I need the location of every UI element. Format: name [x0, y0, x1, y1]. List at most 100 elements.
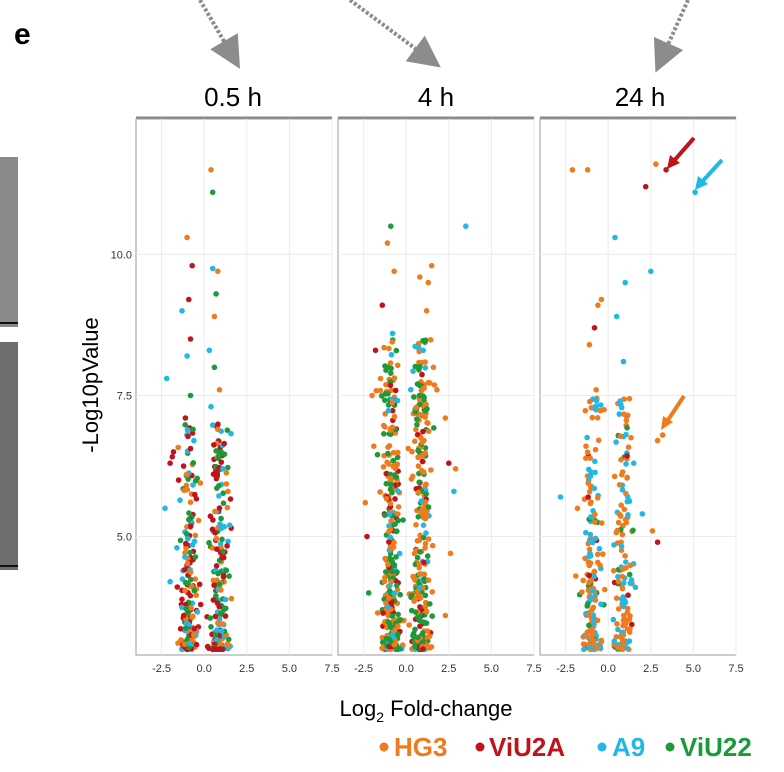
data-point [187, 592, 194, 599]
data-point [380, 610, 386, 616]
data-point [213, 636, 220, 643]
data-point [591, 637, 597, 644]
data-point [382, 574, 388, 581]
data-point [387, 582, 393, 589]
y-axis-ticks: 5.0 7.5 10.0 [111, 249, 132, 543]
data-point [185, 476, 191, 482]
data-point [393, 554, 399, 560]
data-point [186, 510, 192, 516]
data-point [182, 415, 189, 421]
data-point [395, 511, 401, 517]
data-point [208, 624, 214, 630]
data-point [423, 530, 429, 536]
data-point [391, 539, 397, 546]
data-point [415, 514, 422, 520]
data-point [209, 265, 216, 272]
data-point [424, 628, 431, 634]
data-point [410, 632, 416, 639]
data-point [421, 571, 428, 578]
data-point [182, 579, 189, 586]
data-point [615, 626, 621, 633]
y-tick-label: 10.0 [111, 249, 132, 261]
data-point [182, 587, 188, 594]
data-point [225, 538, 231, 545]
data-point [192, 554, 199, 560]
data-point [594, 551, 601, 558]
data-point [442, 415, 449, 421]
data-point [396, 550, 403, 557]
pointer-arrows [198, 0, 690, 73]
data-point [226, 636, 232, 643]
data-point [211, 313, 218, 320]
x-tick-label: 2.5 [441, 663, 456, 675]
data-point [585, 494, 591, 500]
data-point [583, 632, 589, 639]
data-point [616, 411, 623, 417]
data-point [417, 363, 423, 370]
data-point [586, 612, 593, 618]
data-point [613, 595, 620, 601]
data-point [396, 646, 403, 652]
data-point [372, 347, 379, 354]
data-point [421, 412, 428, 419]
data-point [626, 395, 633, 402]
data-point [592, 406, 598, 412]
data-point [218, 525, 225, 531]
data-point [222, 613, 229, 619]
x-axis-label-subscript: 2 [376, 709, 384, 725]
data-point [614, 527, 621, 534]
legend-label-viu22: ViU22 [680, 732, 752, 762]
x-tick-label: 2.5 [239, 663, 254, 675]
data-point [614, 540, 621, 546]
data-point [412, 363, 419, 370]
data-point [648, 268, 654, 275]
data-point [391, 375, 398, 381]
data-point [624, 626, 631, 632]
data-point [425, 279, 432, 286]
data-point [592, 458, 598, 465]
data-point [391, 268, 398, 275]
data-point [213, 593, 219, 599]
data-point [195, 517, 202, 524]
data-point [387, 526, 394, 533]
data-point [194, 475, 200, 482]
data-point [588, 552, 594, 559]
data-point [213, 291, 219, 297]
data-point [423, 620, 430, 626]
data-point [628, 434, 634, 441]
facet-panel: -2.5 0.0 2.5 5.0 7.5 [337, 116, 542, 675]
data-point [422, 445, 429, 451]
x-axis-label-rest: Fold-change [384, 696, 512, 721]
data-point [209, 545, 216, 551]
data-point [622, 516, 629, 523]
data-point [429, 589, 436, 595]
data-point [216, 603, 222, 610]
data-point [379, 302, 386, 309]
data-point [220, 621, 226, 627]
data-point [431, 425, 437, 431]
data-point [179, 596, 185, 603]
data-point [611, 473, 618, 480]
data-point [385, 619, 392, 625]
data-point [588, 514, 594, 520]
data-point [374, 451, 381, 458]
data-point [220, 500, 227, 507]
data-point [410, 573, 416, 580]
data-point [618, 547, 625, 554]
data-point [386, 511, 393, 518]
data-point [386, 539, 392, 545]
data-point [592, 469, 598, 476]
data-point [626, 571, 633, 578]
data-point [417, 274, 423, 280]
data-point [621, 580, 627, 586]
data-point [591, 325, 598, 331]
data-point [423, 481, 429, 488]
x-tick-label: 5.0 [282, 663, 297, 675]
data-point [393, 474, 400, 481]
data-point [212, 613, 219, 620]
data-point [382, 512, 388, 518]
data-point [594, 415, 601, 421]
data-point [619, 638, 626, 645]
data-point [228, 430, 234, 437]
